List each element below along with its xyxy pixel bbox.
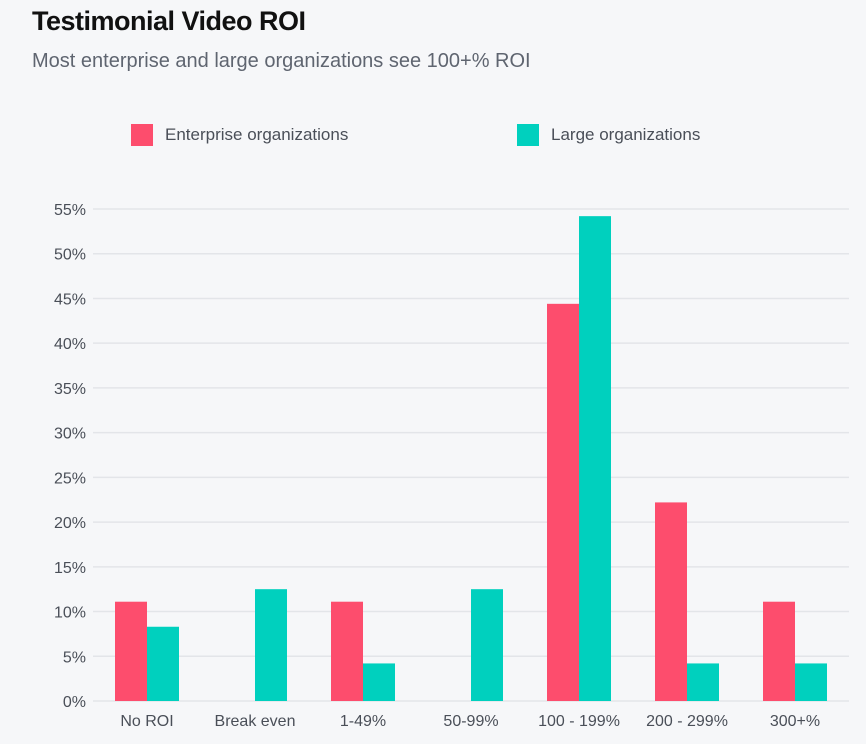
x-tick-label: 1-49%	[340, 713, 386, 730]
bar-large	[471, 589, 503, 701]
bar-enterprise	[763, 601, 795, 701]
y-tick-label: 50%	[54, 247, 86, 264]
bar-large	[579, 216, 611, 701]
legend-item-large: Large organizations	[517, 124, 700, 146]
chart-title: Testimonial Video ROI	[32, 6, 306, 36]
y-tick-label: 10%	[54, 605, 86, 622]
bar-enterprise	[655, 502, 687, 701]
legend-swatch-large	[517, 124, 539, 146]
y-tick-label: 20%	[54, 515, 86, 532]
y-tick-label: 40%	[54, 336, 86, 353]
y-tick-label: 25%	[54, 470, 86, 487]
y-tick-label: 5%	[63, 649, 86, 666]
y-tick-label: 35%	[54, 381, 86, 398]
x-tick-label: 50-99%	[443, 713, 498, 730]
y-tick-label: 55%	[54, 202, 86, 219]
bar-enterprise	[331, 601, 363, 701]
bar-large	[363, 663, 395, 701]
x-tick-label: No ROI	[120, 713, 173, 730]
y-tick-label: 45%	[54, 291, 86, 308]
legend-label-large: Large organizations	[551, 125, 701, 144]
legend-swatch-enterprise	[131, 124, 153, 146]
bar-large	[147, 626, 179, 701]
bar-large	[687, 663, 719, 701]
bar-enterprise	[547, 303, 579, 701]
x-tick-label: 100 - 199%	[538, 713, 620, 730]
x-tick-label: 200 - 299%	[646, 713, 728, 730]
bar-enterprise	[115, 601, 147, 701]
legend-label-enterprise: Enterprise organizations	[165, 125, 349, 144]
x-tick-label: 300+%	[770, 713, 820, 730]
bar-large	[795, 663, 827, 701]
y-tick-label: 0%	[63, 694, 86, 711]
bar-large	[255, 589, 287, 701]
chart-subtitle: Most enterprise and large organizations …	[32, 50, 531, 72]
y-tick-label: 30%	[54, 426, 86, 443]
y-tick-label: 15%	[54, 560, 86, 577]
x-tick-label: Break even	[215, 713, 296, 730]
legend-item-enterprise: Enterprise organizations	[131, 124, 348, 146]
